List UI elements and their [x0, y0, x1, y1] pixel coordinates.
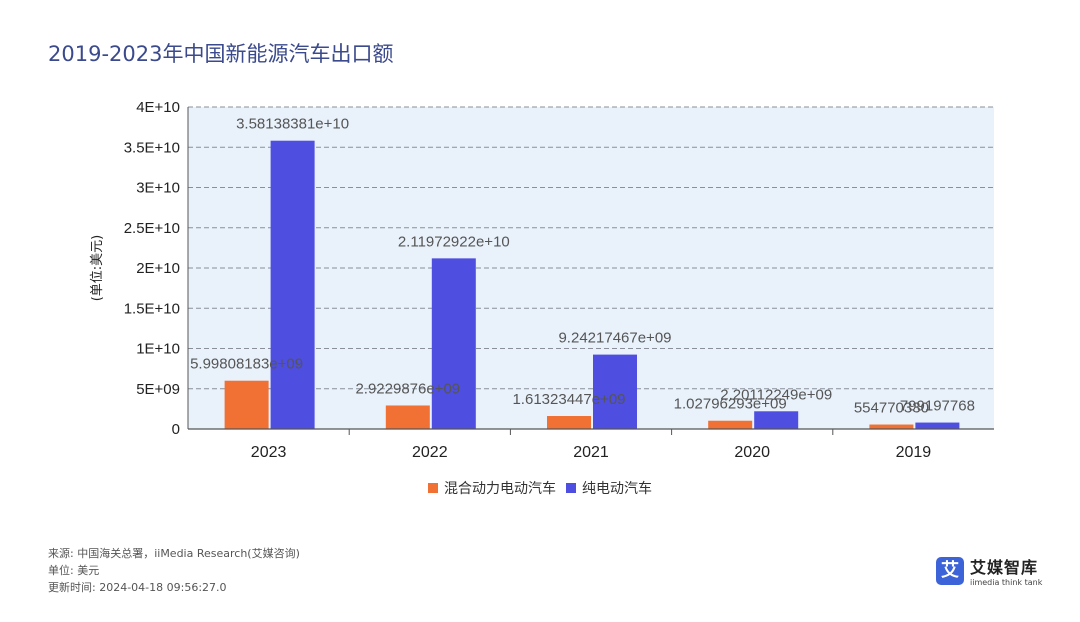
bar-bev-2023 [270, 140, 315, 429]
x-tick-label: 2020 [734, 444, 770, 461]
grid-lines [188, 106, 994, 390]
data-label: 554770330 [854, 400, 929, 417]
y-tick-label: 3.5E+10 [124, 139, 180, 156]
data-label: 1.02796293e+09 [674, 396, 787, 413]
data-label: 5.99808183e+09 [190, 356, 303, 373]
logo-tagline: iimedia think tank [970, 578, 1043, 587]
y-tick-label: 5E+09 [136, 381, 180, 398]
data-label: 2.9229876e+09 [355, 380, 460, 397]
y-tick-label: 2E+10 [136, 260, 180, 277]
legend-item-bev[interactable]: 纯电动汽车 [566, 478, 652, 498]
bar-bev-2022 [431, 258, 476, 429]
data-label: 9.24217467e+09 [558, 330, 671, 347]
updated-note: 更新时间: 2024-04-18 09:56:27.0 [48, 581, 227, 594]
bar-bev-2019 [915, 422, 960, 429]
source-note: 来源: 中国海关总署，iiMedia Research(艾媒咨询) [48, 547, 300, 560]
bar-hybrid-2023 [224, 380, 269, 429]
y-tick-label: 1.5E+10 [124, 300, 180, 317]
y-axis-ticks: 0 5E+09 1E+10 1.5E+10 2E+10 2.5E+10 3E+10 3.5E+… [124, 99, 180, 438]
data-label: 2.11972922e+10 [398, 233, 510, 250]
legend-swatch-bev [566, 483, 576, 493]
x-tick-label: 2021 [573, 444, 609, 461]
bar-hybrid-2021 [547, 416, 591, 429]
logo-name: 艾媒智库 [970, 558, 1039, 577]
bar-bev-2021 [593, 354, 637, 429]
data-label: 799197768 [900, 398, 975, 415]
y-tick-label: 0 [172, 421, 180, 438]
x-tick-label: 2019 [896, 444, 932, 461]
y-tick-label: 4E+10 [136, 99, 180, 116]
footer-notes: 来源: 中国海关总署，iiMedia Research(艾媒咨询) 单位: 美元… [48, 545, 300, 596]
y-tick-label: 3E+10 [136, 180, 180, 197]
bar-hybrid-2022 [385, 405, 430, 429]
x-tick-label: 2023 [251, 444, 287, 461]
legend: 混合动力电动汽车 纯电动汽车 [428, 478, 652, 498]
data-labels: 5.99808183e+09 3.58138381e+10 2.9229876e+0… [190, 116, 975, 417]
legend-swatch-hybrid [428, 483, 438, 493]
page-title: 2019-2023年中国新能源汽车出口额 [48, 42, 394, 66]
bars [224, 140, 960, 429]
data-label: 1.61323447e+09 [512, 391, 625, 408]
legend-item-hybrid[interactable]: 混合动力电动汽车 [428, 478, 556, 498]
brand-logo: 艾 艾媒智库 iimedia think tank [936, 554, 1042, 587]
data-label: 2.20112249e+09 [720, 386, 832, 403]
bar-bev-2020 [754, 411, 799, 429]
bar-hybrid-2020 [708, 420, 753, 429]
y-tick-label: 2.5E+10 [124, 220, 180, 237]
y-tick-label: 1E+10 [136, 341, 180, 358]
legend-label-bev: 纯电动汽车 [582, 481, 652, 497]
bar-hybrid-2019 [869, 424, 914, 429]
legend-label-hybrid: 混合动力电动汽车 [444, 481, 556, 497]
data-label: 3.58138381e+10 [236, 116, 349, 133]
unit-note: 单位: 美元 [48, 564, 100, 577]
logo-mark-icon: 艾 [936, 556, 964, 585]
x-tick-label: 2022 [412, 444, 448, 461]
y-axis-label: (单位:美元) [90, 235, 105, 302]
x-axis: 2023 2022 2021 2020 2019 [187, 107, 994, 461]
